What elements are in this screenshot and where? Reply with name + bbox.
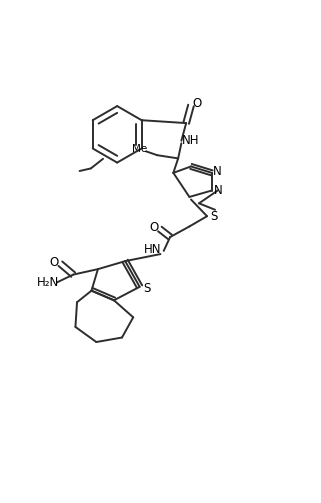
Text: H₂N: H₂N	[36, 276, 59, 289]
Text: S: S	[210, 210, 217, 223]
Text: N: N	[213, 165, 222, 178]
Text: O: O	[192, 98, 201, 110]
Text: Me: Me	[132, 144, 147, 154]
Text: O: O	[150, 221, 159, 233]
Text: S: S	[143, 282, 150, 295]
Text: O: O	[49, 256, 58, 269]
Text: N: N	[214, 184, 223, 197]
Text: HN: HN	[144, 243, 161, 256]
Text: NH: NH	[182, 134, 199, 147]
